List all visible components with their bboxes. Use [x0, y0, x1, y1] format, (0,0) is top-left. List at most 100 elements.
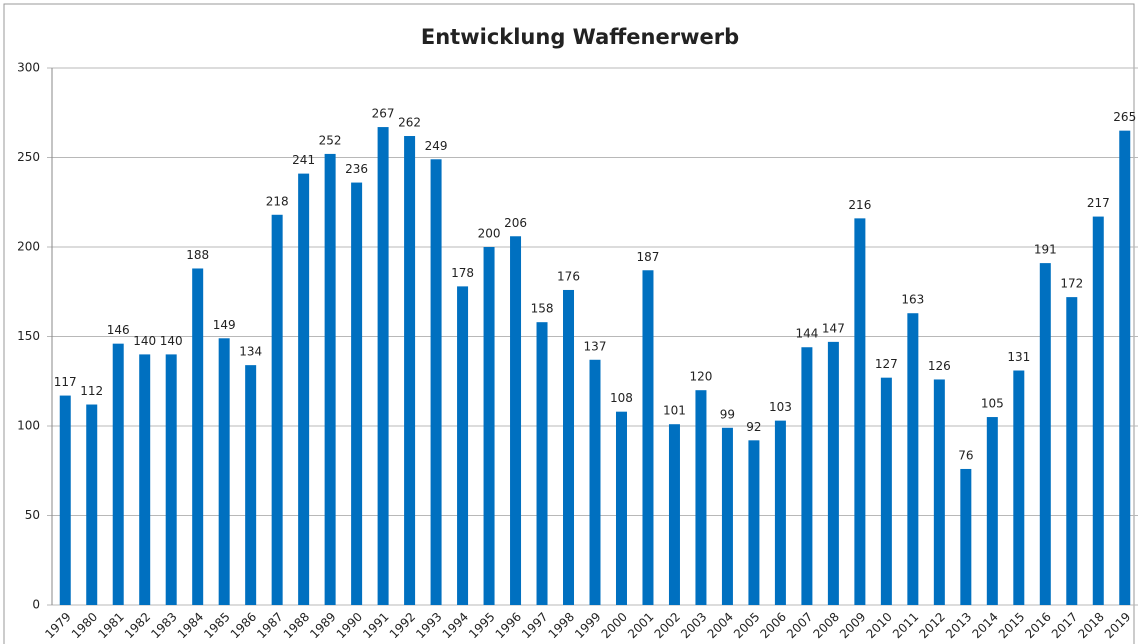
chart-frame	[3, 3, 1135, 644]
bar	[483, 247, 495, 605]
x-tick-label: 1988	[281, 610, 312, 641]
y-tick-label: 300	[17, 61, 40, 75]
data-label: 252	[319, 133, 342, 147]
bar	[880, 377, 892, 605]
x-tick-label: 1984	[175, 610, 206, 641]
data-label: 188	[186, 248, 209, 262]
y-tick-label: 250	[17, 150, 40, 164]
bar	[615, 411, 627, 605]
x-tick-label: 1998	[546, 610, 577, 641]
bar	[1013, 370, 1025, 605]
data-label: 191	[1034, 243, 1057, 257]
bar	[377, 127, 389, 605]
x-tick-label: 1994	[440, 610, 471, 641]
data-label: 200	[478, 227, 501, 241]
x-tick-label: 1993	[413, 610, 444, 641]
bar	[271, 214, 283, 605]
bar	[351, 182, 363, 605]
bar	[827, 341, 839, 605]
data-label: 126	[928, 359, 951, 373]
data-label: 101	[663, 404, 686, 418]
data-label: 105	[981, 397, 1004, 411]
x-tick-label: 1991	[360, 610, 391, 641]
data-label: 241	[292, 153, 315, 167]
y-tick-label: 0	[32, 598, 40, 612]
bar	[801, 347, 813, 605]
data-label: 137	[584, 339, 607, 353]
x-tick-label: 1979	[42, 610, 73, 641]
bar	[589, 359, 601, 605]
x-tick-label: 2010	[863, 610, 894, 641]
x-tick-label: 2016	[1022, 610, 1053, 641]
x-tick-label: 1997	[519, 610, 550, 641]
data-label: 187	[637, 250, 660, 264]
bar	[139, 354, 151, 605]
data-label: 140	[133, 334, 156, 348]
x-tick-label: 1996	[493, 610, 524, 641]
x-tick-label: 1999	[572, 610, 603, 641]
data-label: 99	[720, 407, 735, 421]
x-tick-label: 2008	[810, 610, 841, 641]
bar	[721, 427, 733, 605]
bar	[324, 153, 336, 606]
x-tick-label: 2009	[837, 610, 868, 641]
y-tick-label: 150	[17, 329, 40, 343]
x-tick-label: 2013	[943, 610, 974, 641]
bar	[907, 313, 919, 605]
bar	[774, 420, 786, 605]
x-tick-label: 1990	[334, 610, 365, 641]
data-label: 76	[958, 448, 973, 462]
bar	[933, 379, 945, 605]
bar	[1119, 130, 1131, 605]
data-label: 163	[901, 293, 924, 307]
data-label: 217	[1087, 196, 1110, 210]
bar	[854, 218, 866, 606]
data-label: 134	[239, 345, 262, 359]
x-tick-label: 2007	[784, 610, 815, 641]
x-tick-label: 1985	[201, 610, 232, 641]
x-tick-label: 2017	[1049, 610, 1080, 641]
bar	[218, 338, 230, 605]
data-label: 147	[822, 321, 845, 335]
data-label: 140	[160, 334, 183, 348]
y-tick-label: 200	[17, 240, 40, 254]
data-label: 218	[266, 194, 289, 208]
data-label: 249	[425, 139, 448, 153]
data-label: 112	[80, 384, 103, 398]
data-label: 103	[769, 400, 792, 414]
data-label: 144	[795, 327, 818, 341]
x-tick-label: 2012	[916, 610, 947, 641]
x-tick-label: 1981	[95, 610, 126, 641]
bar	[642, 270, 654, 605]
data-label: 149	[213, 318, 236, 332]
bar	[536, 322, 548, 605]
x-tick-label: 1987	[254, 610, 285, 641]
x-tick-label: 1992	[387, 610, 418, 641]
x-tick-label: 2005	[731, 610, 762, 641]
bar	[86, 404, 98, 605]
x-tick-label: 1986	[228, 610, 259, 641]
data-label: 117	[54, 375, 77, 389]
bar	[245, 365, 257, 605]
bar	[1039, 263, 1051, 605]
data-label: 131	[1007, 350, 1030, 364]
bar	[1092, 216, 1104, 605]
bar	[748, 440, 760, 605]
x-tick-label: 2000	[599, 610, 630, 641]
data-label: 146	[107, 323, 130, 337]
x-tick-label: 1983	[148, 610, 179, 641]
data-label: 265	[1113, 110, 1136, 124]
y-tick-label: 50	[25, 508, 40, 522]
x-tick-label: 1982	[122, 610, 153, 641]
x-tick-label: 2011	[890, 610, 921, 641]
bar	[430, 159, 442, 606]
x-tick-label: 2002	[652, 610, 683, 641]
chart-title: Entwicklung Waffenerwerb	[421, 25, 739, 49]
data-label: 108	[610, 391, 633, 405]
x-tick-label: 1995	[466, 610, 497, 641]
x-tick-label: 2003	[678, 610, 709, 641]
bar	[1066, 297, 1078, 605]
data-label: 127	[875, 357, 898, 371]
x-tick-label: 2004	[705, 610, 736, 641]
